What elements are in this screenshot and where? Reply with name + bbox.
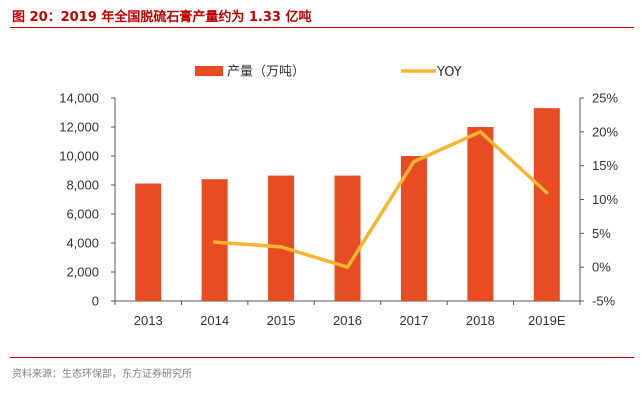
bar-2013	[135, 183, 162, 301]
x-tick-label: 2015	[267, 313, 296, 328]
x-tick-label: 2014	[200, 313, 229, 328]
y-right-tick-label: 15%	[592, 158, 618, 173]
yoy-point-2019E	[545, 191, 549, 195]
bar-2015	[268, 175, 295, 301]
y-right-tick-label: 5%	[592, 226, 611, 241]
yoy-point-2015	[279, 245, 283, 249]
y-right-tick-label: 25%	[592, 91, 618, 106]
y-left-tick-label: 12,000	[59, 120, 99, 135]
x-tick-label: 2013	[134, 313, 163, 328]
bar-2016	[334, 175, 361, 301]
y-left-tick-label: 6,000	[66, 207, 99, 222]
bar-2018	[467, 127, 494, 301]
x-tick-label: 2017	[399, 313, 428, 328]
x-tick-label: 2018	[466, 313, 495, 328]
legend-swatch-bar	[195, 66, 223, 76]
y-right-tick-label: 10%	[592, 192, 618, 207]
y-left-tick-label: 4,000	[66, 236, 99, 251]
y-right-tick-label: 20%	[592, 124, 618, 139]
yoy-point-2017	[412, 160, 416, 164]
bar-2014	[201, 179, 228, 301]
yoy-point-2014	[213, 240, 217, 244]
y-left-tick-label: 0	[92, 294, 99, 309]
y-left-tick-label: 10,000	[59, 149, 99, 164]
chart-title: 图 20：2019 年全国脱硫石膏产量约为 1.33 亿吨	[12, 10, 312, 25]
bar-2017	[400, 156, 427, 301]
bar-2019E	[533, 108, 560, 302]
y-left-tick-label: 8,000	[66, 178, 99, 193]
y-left-tick-label: 2,000	[66, 265, 99, 280]
source-note: 资料来源：生态环保部，东方证券研究所	[12, 369, 192, 380]
x-tick-label: 2019E	[528, 313, 566, 328]
y-right-tick-label: -5%	[592, 294, 616, 309]
legend-label-bar: 产量（万吨）	[227, 65, 305, 80]
yoy-line	[212, 130, 549, 269]
yoy-point-2018	[478, 130, 482, 134]
y-left-tick-label: 14,000	[59, 91, 99, 106]
y-right-tick-label: 0%	[592, 260, 611, 275]
title-divider	[10, 27, 634, 28]
legend-label-line: YOY	[436, 65, 462, 80]
yoy-point-2016	[345, 265, 350, 269]
footer-divider	[10, 357, 634, 358]
x-tick-label: 2016	[333, 313, 362, 328]
